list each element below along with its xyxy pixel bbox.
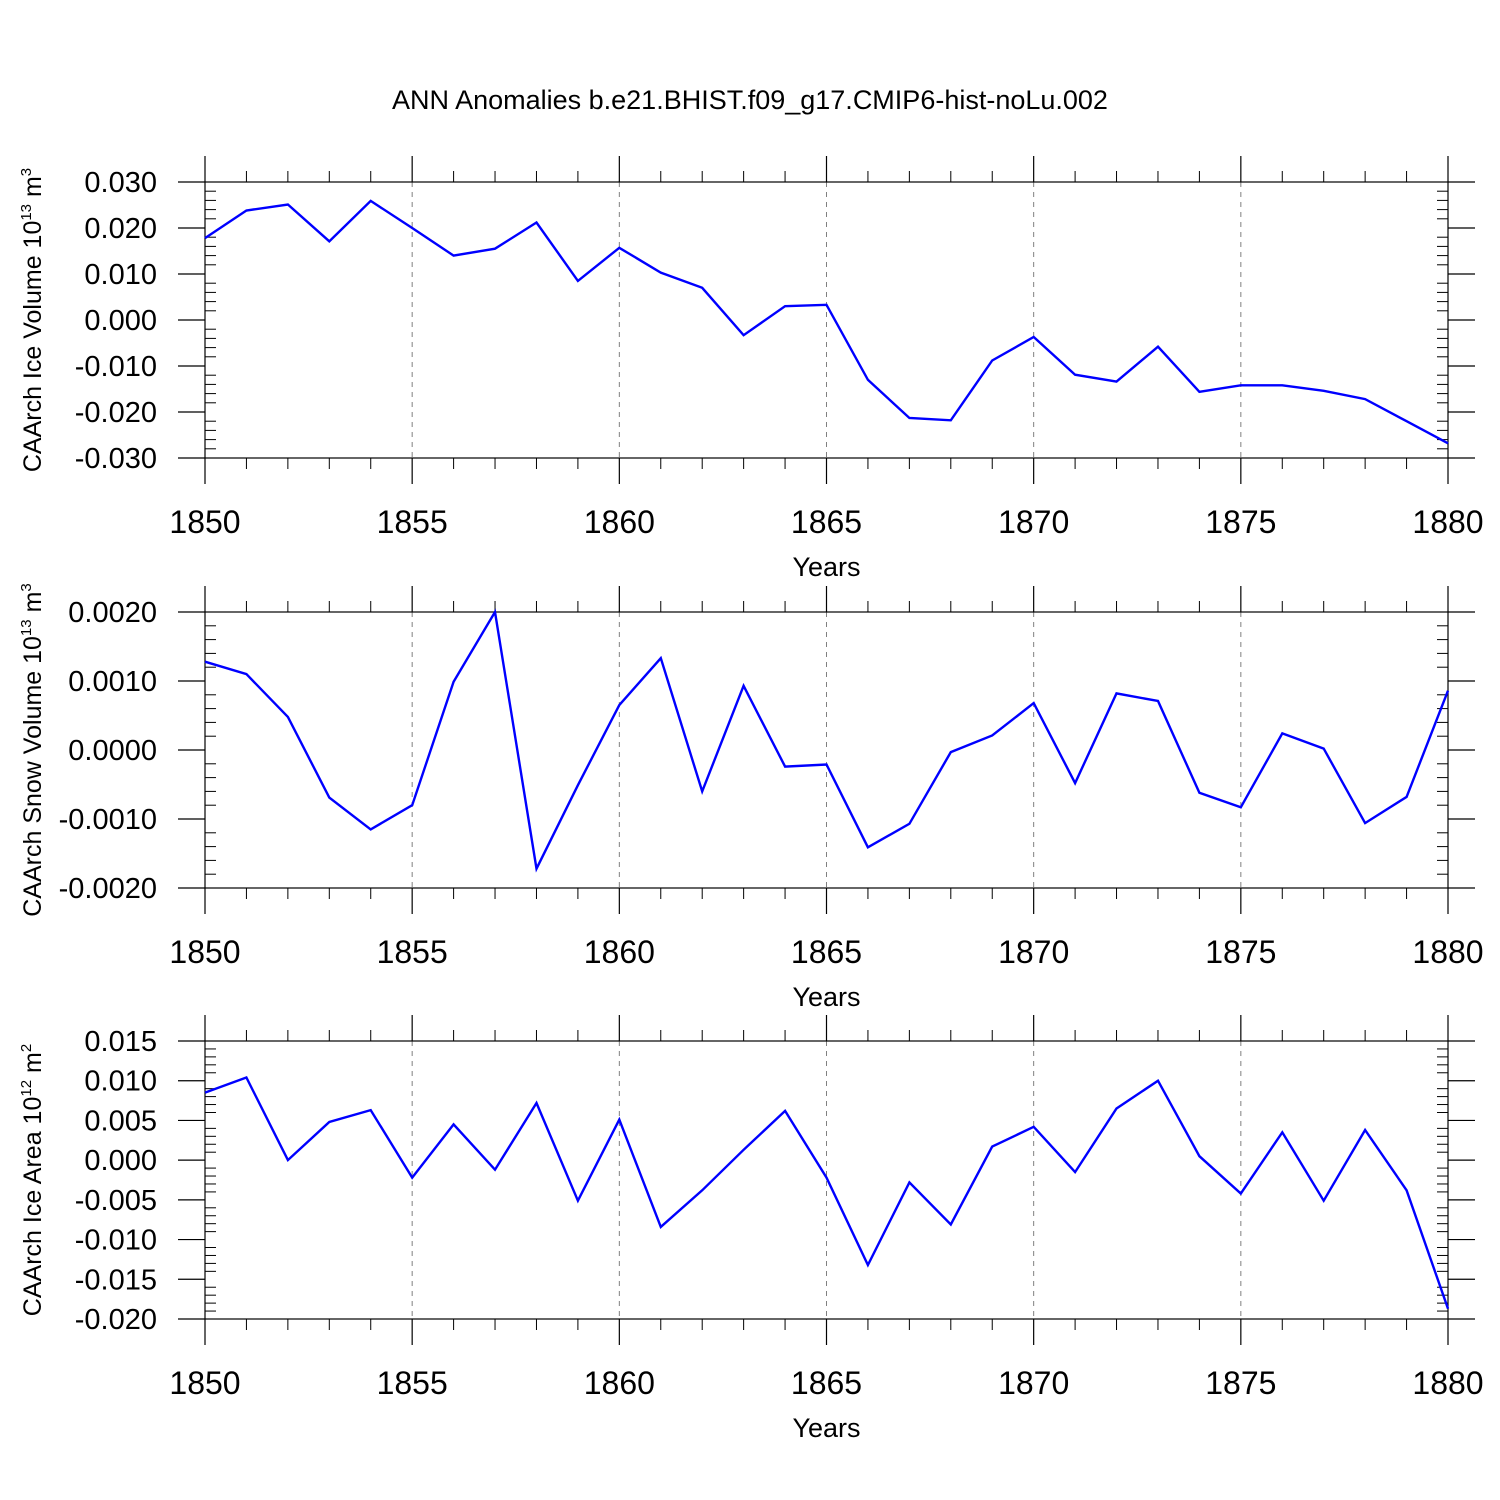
y-axis-label-exponent: 13 [18,204,35,221]
chart-title: ANN Anomalies b.e21.BHIST.f09_g17.CMIP6-… [392,85,1108,115]
y-tick-label: -0.005 [75,1185,157,1217]
y-axis-label-text: m [19,1052,47,1080]
y-tick-label: 0.0000 [68,735,157,767]
x-axis-label: Years [792,982,860,1012]
x-tick-label: 1860 [584,504,655,540]
y-axis-label: CAArch Snow Volume 1013 m3 [18,583,48,917]
x-tick-label: 1870 [998,934,1069,970]
y-tick-label: 0.015 [84,1026,157,1058]
x-tick-label: 1855 [377,1365,448,1401]
y-tick-label: 0.030 [84,167,157,199]
x-tick-label: 1875 [1205,504,1276,540]
panel-snow-volume: 1850 1855 1860 1865 1870 1875 1880 0.0020 0.0010… [18,583,1484,1012]
y-axis-label-text: CAArch Ice Area 10 [19,1097,47,1317]
x-tick-label: 1880 [1412,1365,1483,1401]
panel-ice-volume: 1850 1855 1860 1865 1870 1875 1880 0.030 0.020 0.… [18,156,1484,582]
y-tick-label: -0.030 [75,443,157,475]
x-tick-label: 1855 [377,934,448,970]
y-axis-label-exponent: 3 [18,583,35,591]
y-tick-label: 0.000 [84,305,157,337]
y-tick-label: -0.010 [75,1225,157,1257]
y-tick-label: -0.020 [75,397,157,429]
series-line [204,608,1450,873]
x-tick-label: 1865 [791,504,862,540]
x-tick-label: 1860 [584,1365,655,1401]
y-tick-label: -0.020 [75,1304,157,1336]
x-tick-label: 1870 [998,504,1069,540]
y-tick-label: 0.020 [84,213,157,245]
series-line [204,1076,1450,1310]
y-axis-label-exponent: 12 [18,1080,35,1097]
x-tick-label: 1850 [169,934,240,970]
y-axis-label-exponent: 3 [18,168,35,176]
y-axis-label-text: CAArch Snow Volume 10 [19,636,47,917]
y-axis-label-text: m [19,592,47,620]
y-tick-label: 0.010 [84,1066,157,1098]
y-tick-label: 0.005 [84,1105,157,1137]
y-tick-label: 0.0020 [68,597,157,629]
y-axis-label-exponent: 2 [18,1044,35,1052]
x-tick-label: 1865 [791,1365,862,1401]
x-tick-label: 1875 [1205,934,1276,970]
y-tick-label: -0.0010 [59,804,157,836]
y-axis-label-text: m [19,176,47,204]
y-tick-label: 0.000 [84,1145,157,1177]
panel-ice-area: 1850 1855 1860 1865 1870 1875 1880 0.015 0.010 0.… [18,1015,1484,1443]
x-tick-label: 1855 [377,504,448,540]
y-tick-label: -0.015 [75,1264,157,1296]
y-tick-label: -0.010 [75,351,157,383]
x-axis-label: Years [792,552,860,582]
x-tick-label: 1880 [1412,504,1483,540]
y-axis-label-text: CAArch Ice Volume 10 [19,221,47,473]
y-axis-label: CAArch Ice Volume 1013 m3 [18,168,48,472]
x-tick-label: 1875 [1205,1365,1276,1401]
x-tick-label: 1850 [169,1365,240,1401]
x-tick-label: 1870 [998,1365,1069,1401]
y-tick-label: 0.0010 [68,666,157,698]
x-tick-label: 1865 [791,934,862,970]
x-tick-label: 1860 [584,934,655,970]
x-tick-label: 1850 [169,504,240,540]
series-line [204,199,1449,445]
x-axis-label: Years [792,1413,860,1443]
x-tick-label: 1880 [1412,934,1483,970]
y-axis-label-exponent: 13 [18,619,35,636]
y-tick-label: -0.0020 [59,873,157,905]
y-tick-label: 0.010 [84,259,157,291]
y-axis-label: CAArch Ice Area 1012 m2 [18,1044,48,1316]
